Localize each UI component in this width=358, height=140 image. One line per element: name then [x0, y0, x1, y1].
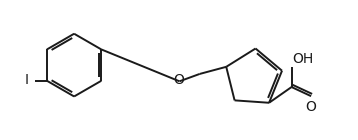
Text: O: O — [173, 73, 184, 87]
Text: I: I — [24, 73, 28, 87]
Text: OH: OH — [292, 52, 314, 66]
Text: O: O — [306, 100, 316, 114]
